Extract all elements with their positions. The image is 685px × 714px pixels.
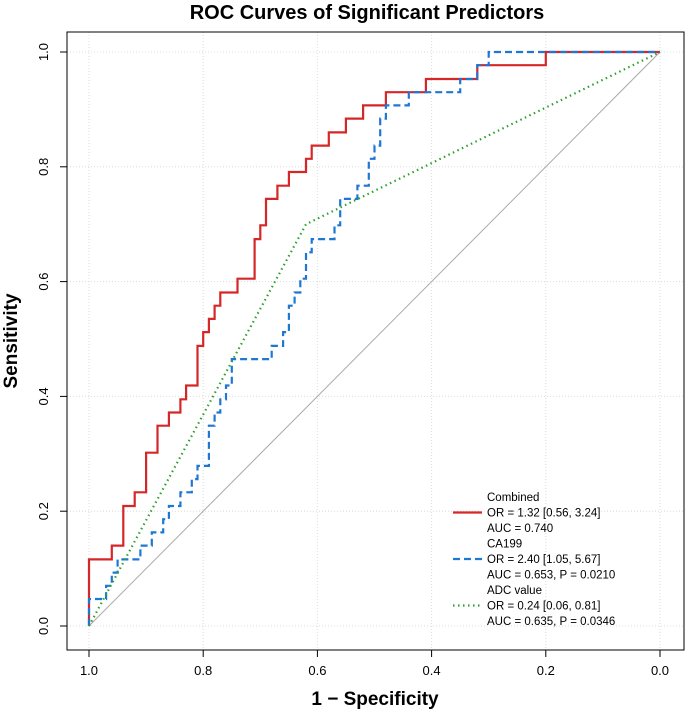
y-tick-label-2: 0.4 [36,387,51,405]
y-axis-title: Sensitivity [1,293,22,388]
x-tick-label-5: 0.0 [651,663,669,678]
legend-label-adc-value: ADC value [487,585,542,597]
x-tick-label-4: 0.2 [537,663,555,678]
y-tick-label-4: 0.8 [36,158,51,176]
x-axis: 1.0 0.8 0.6 0.4 0.2 0.0 [80,649,669,678]
legend-stat-ca199-2: AUC = 0.653, P = 0.0210 [487,570,615,582]
legend: Combined OR = 1.32 [0.56, 3.24] AUC = 0.74… [453,492,615,628]
series-line-combined [87,50,660,626]
y-tick-label-1: 0.2 [36,502,51,520]
legend-label-ca199: CA199 [487,539,522,551]
series-line-ca199 [87,50,660,626]
chart-title: ROC Curves of Significant Predictors [190,2,545,24]
y-tick-label-0: 0.0 [36,617,51,635]
legend-stat-adc-value-1: OR = 0.24 [0.06, 0.81] [487,601,600,613]
x-tick-label-1: 0.8 [194,663,212,678]
legend-stat-adc-value-2: AUC = 0.635, P = 0.0346 [487,616,615,628]
x-axis-title: 1 − Specificity [311,689,439,710]
x-tick-label-2: 0.6 [308,663,326,678]
reference-diagonal-group [88,51,661,627]
x-tick-label-3: 0.4 [423,663,441,678]
legend-stat-combined-2: AUC = 0.740 [487,523,553,535]
y-tick-label-3: 0.6 [36,273,51,291]
y-axis: 0.0 0.2 0.4 0.6 0.8 1.0 [36,43,68,635]
legend-label-combined: Combined [487,492,539,504]
reference-diagonal [88,51,661,627]
legend-stat-ca199-1: OR = 2.40 [1.05, 5.67] [487,554,600,566]
y-tick-label-5: 1.0 [36,43,51,61]
legend-stat-combined-1: OR = 1.32 [0.56, 3.24] [487,508,600,520]
x-tick-label-0: 1.0 [80,663,98,678]
series-group [87,50,661,627]
